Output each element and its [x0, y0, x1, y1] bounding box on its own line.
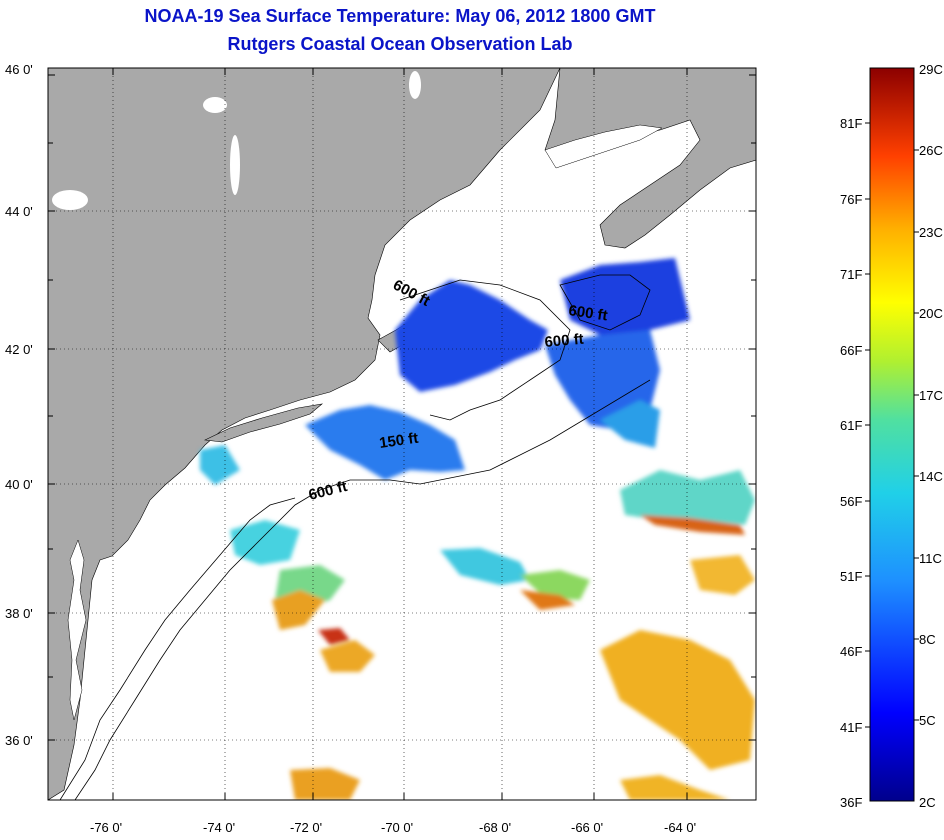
colorbar-fahrenheit-label: 41F: [840, 720, 862, 735]
lake-4: [409, 71, 421, 99]
colorbar-celsius-label: 11C: [919, 551, 942, 566]
colorbar-celsius-label: 14C: [919, 469, 943, 484]
colorbar-fahrenheit-label: 46F: [840, 644, 862, 659]
colorbar-celsius-label: 5C: [919, 713, 936, 728]
lon-label: -66 0': [571, 820, 603, 835]
colorbar-scale: [869, 67, 915, 802]
colorbar-fahrenheit-label: 66F: [840, 343, 862, 358]
colorbar-fahrenheit-label: 36F: [840, 795, 862, 810]
contour-label: 600 ft: [567, 302, 608, 324]
lat-label: 36 0': [5, 733, 33, 748]
colorbar-fahrenheit-label: 81F: [840, 116, 862, 131]
lon-label: -74 0': [203, 820, 235, 835]
colorbar-fahrenheit-label: 56F: [840, 494, 862, 509]
bathymetry-contours: [59, 274, 651, 800]
land-mainland: [48, 68, 561, 800]
lake-1: [203, 97, 227, 113]
colorbar-fahrenheit-label: 51F: [840, 569, 862, 584]
chart-title: NOAA-19 Sea Surface Temperature: May 06,…: [144, 6, 656, 26]
lon-label: -72 0': [290, 820, 322, 835]
bay-of-fundy: [544, 124, 663, 169]
contour-label: 150 ft: [378, 430, 419, 452]
lat-label: 46 0': [5, 62, 33, 77]
colorbar-celsius-label: 29C: [919, 62, 943, 77]
lat-label: 42 0': [5, 342, 33, 357]
colorbar-fahrenheit-label: 61F: [840, 418, 862, 433]
lon-label: -64 0': [664, 820, 696, 835]
axis-ticks: [48, 68, 756, 800]
colorbar-celsius-label: 23C: [919, 225, 943, 240]
chart-subtitle: Rutgers Coastal Ocean Observation Lab: [227, 34, 573, 54]
colorbar-ticks: [865, 122, 919, 728]
colorbar-celsius-label: 26C: [919, 143, 943, 158]
lon-label: -76 0': [90, 820, 122, 835]
colorbar-fahrenheit-label: 71F: [840, 267, 862, 282]
colorbar-fahrenheit-label: 76F: [840, 192, 862, 207]
contour-label: 600 ft: [544, 331, 585, 351]
lake-3: [52, 190, 88, 210]
sst-patches: [200, 258, 755, 800]
map-frame: [47, 67, 757, 801]
lat-label: 38 0': [5, 606, 33, 621]
colorbar-celsius-label: 17C: [919, 388, 943, 403]
colorbar-celsius-label: 20C: [919, 306, 943, 321]
lake-2: [230, 135, 240, 195]
colorbar-celsius-label: 2C: [919, 795, 936, 810]
lon-label: -68 0': [479, 820, 511, 835]
lat-label: 44 0': [5, 204, 33, 219]
land-chesapeake: [67, 539, 87, 721]
colorbar-celsius-label: 8C: [919, 632, 936, 647]
land-long-island: [203, 403, 324, 443]
lon-label: -70 0': [381, 820, 413, 835]
lat-label: 40 0': [5, 477, 33, 492]
